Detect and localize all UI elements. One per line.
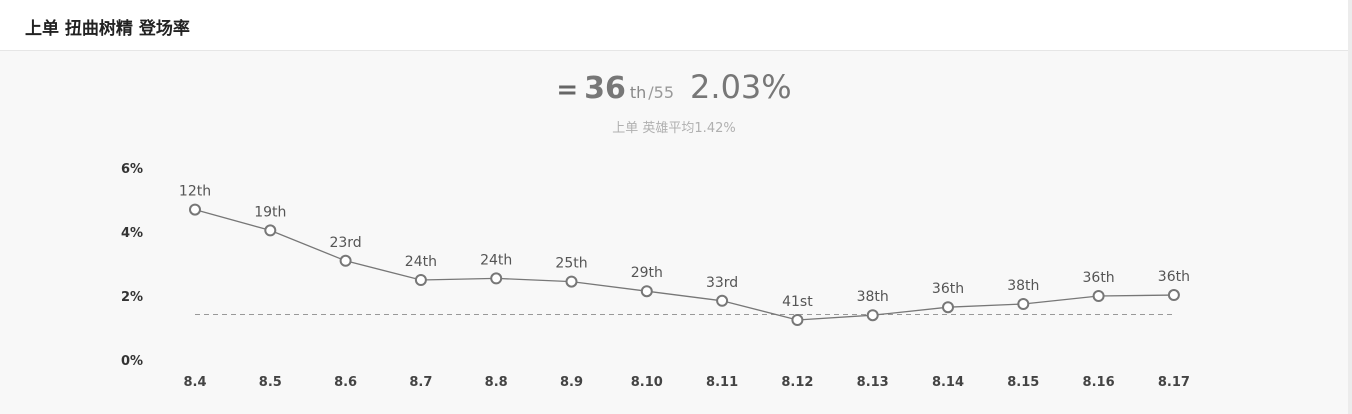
page-title: 上单 扭曲树精 登场率 — [25, 19, 190, 39]
data-label: 25th — [555, 256, 587, 272]
data-label: 23rd — [329, 235, 361, 251]
data-point — [339, 254, 352, 267]
y-tick-label: 2% — [121, 290, 143, 305]
x-tick-label: 8.14 — [932, 375, 964, 390]
data-label: 12th — [179, 184, 211, 200]
data-point — [414, 274, 427, 286]
data-label: 41st — [782, 294, 813, 310]
data-label: 19th — [254, 204, 286, 220]
x-tick-label: 8.12 — [781, 375, 813, 390]
y-tick-label: 0% — [121, 354, 143, 369]
x-tick-label: 8.9 — [560, 375, 583, 390]
data-label: 36th — [932, 281, 964, 297]
x-tick-label: 8.15 — [1007, 375, 1039, 390]
data-label: 29th — [631, 265, 663, 281]
data-point — [565, 275, 578, 288]
data-label: 36th — [1158, 269, 1190, 285]
data-point — [264, 224, 277, 237]
x-tick-label: 8.11 — [706, 375, 738, 390]
data-point — [1092, 290, 1105, 302]
data-point — [1167, 289, 1180, 302]
x-tick-label: 8.5 — [259, 375, 282, 390]
data-point — [942, 301, 954, 314]
equals-icon: = — [556, 75, 579, 105]
x-tick-label: 8.6 — [334, 375, 357, 390]
scrollbar-track[interactable] — [1348, 0, 1352, 414]
y-tick-label: 6% — [121, 162, 143, 177]
x-tick-label: 8.16 — [1083, 375, 1115, 390]
data-label: 38th — [1007, 278, 1039, 294]
rank-suffix: th — [629, 83, 647, 102]
y-tick-label: 4% — [121, 226, 143, 241]
data-label: 36th — [1083, 270, 1115, 286]
x-tick-label: 8.13 — [857, 375, 889, 390]
data-point — [1017, 298, 1030, 310]
data-point — [716, 294, 729, 307]
chart-panel — [0, 51, 1348, 414]
header-bar: 上单 扭曲树精 登场率 — [0, 0, 1348, 51]
x-tick-label: 8.17 — [1158, 375, 1190, 390]
x-tick-label: 8.4 — [183, 375, 206, 390]
x-tick-label: 8.7 — [409, 375, 432, 390]
data-point — [640, 285, 653, 298]
data-label: 38th — [857, 289, 889, 305]
data-label: 24th — [405, 254, 437, 270]
data-point — [490, 272, 503, 285]
x-tick-label: 8.8 — [485, 375, 508, 390]
rank-value: 36 — [584, 71, 626, 106]
data-point — [866, 309, 879, 322]
series-line — [194, 208, 1174, 321]
data-label: 33rd — [706, 275, 738, 291]
x-tick-label: 8.10 — [631, 375, 663, 390]
data-label: 24th — [480, 252, 512, 268]
pick-rate-value: 2.03% — [690, 68, 792, 106]
rank-total: /55 — [648, 83, 675, 102]
data-point — [189, 203, 201, 216]
data-point — [791, 314, 804, 326]
average-subtitle: 上单 英雄平均1.42% — [612, 121, 736, 136]
